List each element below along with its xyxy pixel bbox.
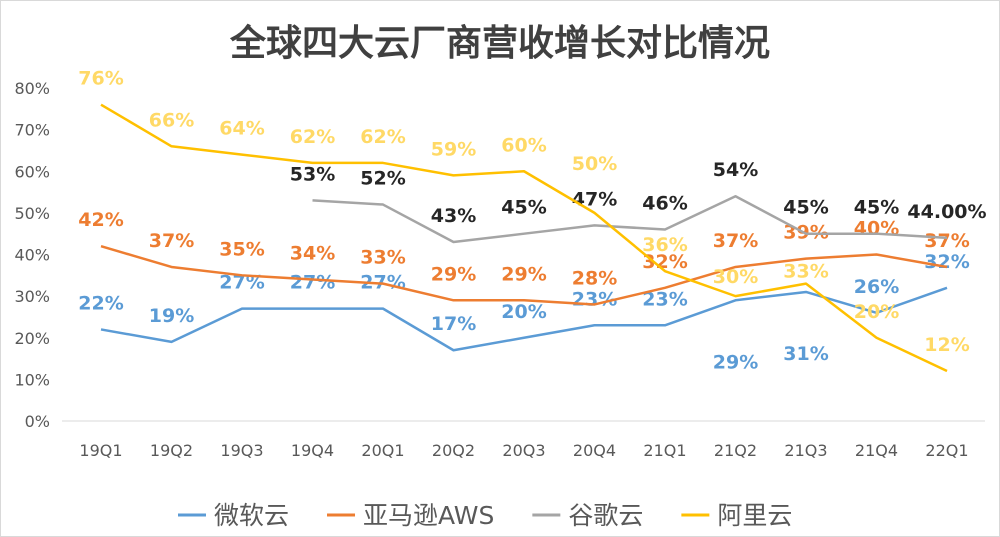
x-tick-label: 22Q1 xyxy=(925,441,968,460)
data-label: 17% xyxy=(431,313,476,335)
data-label: 60% xyxy=(501,134,546,156)
x-tick-label: 19Q4 xyxy=(291,441,334,460)
y-tick-label: 30% xyxy=(14,287,50,306)
data-label: 32% xyxy=(924,251,969,273)
x-tick-label: 21Q3 xyxy=(784,441,827,460)
x-tick-label: 20Q1 xyxy=(361,441,404,460)
data-label: 54% xyxy=(713,159,758,181)
data-label: 19% xyxy=(149,305,194,327)
y-tick-label: 60% xyxy=(14,162,50,181)
data-label: 28% xyxy=(572,267,617,289)
data-label: 37% xyxy=(713,230,758,252)
data-label: 37% xyxy=(149,230,194,252)
data-label: 31% xyxy=(783,343,828,365)
chart-title: 全球四大云厂商营收增长对比情况 xyxy=(229,23,770,64)
y-tick-label: 0% xyxy=(25,412,50,431)
y-tick-label: 80% xyxy=(14,79,50,98)
data-label: 26% xyxy=(854,276,899,298)
data-label: 32% xyxy=(642,251,687,273)
data-label: 47% xyxy=(572,188,617,210)
y-tick-label: 20% xyxy=(14,329,50,348)
legend-label: 谷歌云 xyxy=(568,501,643,530)
data-label: 29% xyxy=(431,263,476,285)
y-tick-label: 50% xyxy=(14,204,50,223)
data-label: 33% xyxy=(783,261,828,283)
y-tick-label: 10% xyxy=(14,370,50,389)
data-label: 50% xyxy=(572,153,617,175)
series-line-1 xyxy=(100,244,948,306)
x-tick-label: 21Q4 xyxy=(855,441,898,460)
data-label: 23% xyxy=(642,288,687,310)
data-label: 62% xyxy=(290,126,335,148)
data-label: 64% xyxy=(219,118,264,140)
data-label: 22% xyxy=(78,292,123,314)
data-label: 23% xyxy=(572,288,617,310)
legend-label: 微软云 xyxy=(214,501,289,530)
data-label: 45% xyxy=(854,197,899,219)
data-label: 37% xyxy=(924,230,969,252)
data-label: 43% xyxy=(431,205,476,227)
data-label: 40% xyxy=(854,218,899,240)
x-tick-label: 20Q3 xyxy=(502,441,545,460)
data-label: 62% xyxy=(360,126,405,148)
y-tick-label: 40% xyxy=(14,246,50,265)
series-line-2 xyxy=(312,194,948,244)
data-label: 20% xyxy=(854,301,899,323)
data-label: 33% xyxy=(360,247,405,269)
data-label: 76% xyxy=(78,68,123,90)
data-label: 44.00% xyxy=(907,201,986,223)
x-tick-label: 21Q1 xyxy=(643,441,686,460)
x-tick-label: 20Q4 xyxy=(573,441,616,460)
data-label: 29% xyxy=(713,351,758,373)
legend-label: 亚马逊AWS xyxy=(363,501,494,530)
data-label: 42% xyxy=(78,209,123,231)
data-label: 46% xyxy=(642,193,687,215)
x-tick-label: 20Q2 xyxy=(432,441,475,460)
data-label: 45% xyxy=(783,197,828,219)
x-tick-label: 19Q3 xyxy=(220,441,263,460)
series-line-3 xyxy=(100,103,948,373)
data-label: 27% xyxy=(290,272,335,294)
x-tick-label: 19Q1 xyxy=(79,441,122,460)
data-label: 20% xyxy=(501,301,546,323)
legend-label: 阿里云 xyxy=(717,501,792,530)
data-label: 36% xyxy=(642,234,687,256)
data-label: 45% xyxy=(501,197,546,219)
data-label: 12% xyxy=(924,334,969,356)
data-label: 29% xyxy=(501,263,546,285)
data-label: 66% xyxy=(149,109,194,131)
x-tick-label: 21Q2 xyxy=(714,441,757,460)
data-label: 30% xyxy=(713,266,758,288)
data-label: 35% xyxy=(219,238,264,260)
y-tick-label: 70% xyxy=(14,121,50,140)
data-label: 34% xyxy=(290,242,335,264)
series-line-0 xyxy=(100,286,948,352)
data-label: 59% xyxy=(431,138,476,160)
x-tick-label: 19Q2 xyxy=(150,441,193,460)
data-label: 53% xyxy=(290,163,335,185)
data-label: 52% xyxy=(360,168,405,190)
